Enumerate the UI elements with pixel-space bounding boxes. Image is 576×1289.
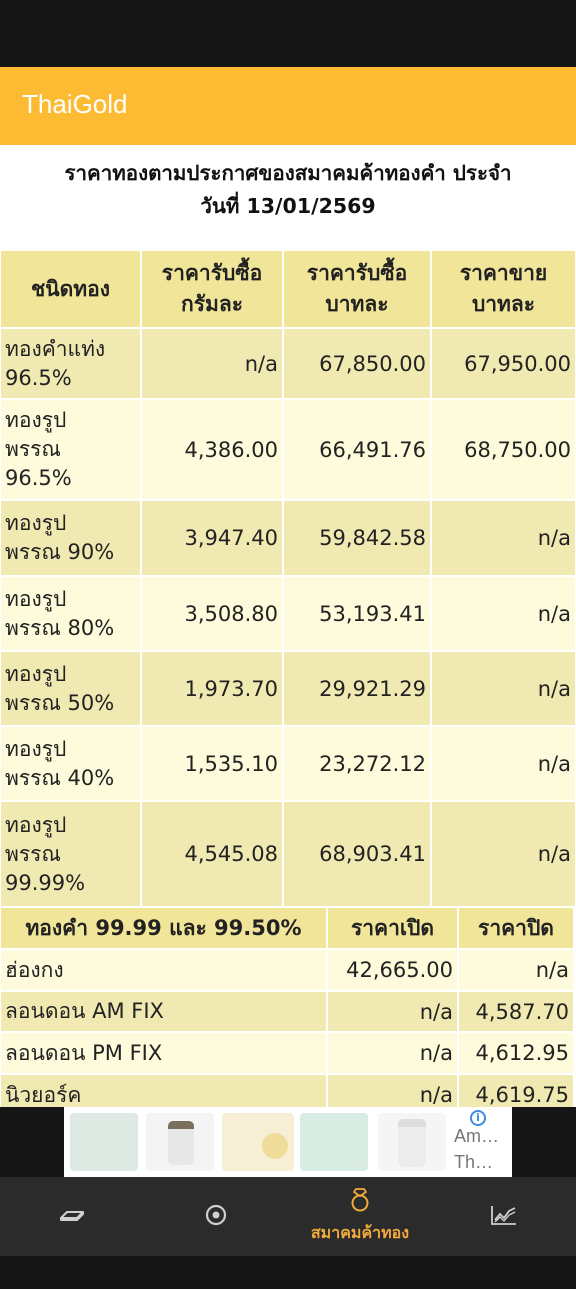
buy-gram-value: 1,973.70 [184, 676, 278, 701]
open-price-value: n/a [419, 999, 453, 1024]
app-bar: ThaiGold [0, 67, 576, 145]
gold-type-name: ทองรูป พรรณ 99.99% [5, 812, 86, 895]
table-row: ทองรูป พรรณ 80% 3,508.80 53,193.41 n/a [0, 576, 576, 651]
gold-price-table: ชนิดทอง ราคารับซื้อ กรัมละ ราคารับซื้อ บ… [0, 250, 576, 1107]
table-row: ทองรูป พรรณ 50% 1,973.70 29,921.29 n/a [0, 651, 576, 726]
sell-baht-value: 67,950.00 [464, 351, 571, 376]
market-name: ลอนดอน PM FIX [5, 1040, 163, 1065]
table-row: ลอนดอน AM FIX n/a 4,587.70 [0, 991, 576, 1032]
status-bar [0, 0, 576, 67]
buy-gram-value: 3,508.80 [184, 601, 278, 626]
buy-gram-value: 1,535.10 [184, 751, 278, 776]
close-price-value: 4,612.95 [475, 1041, 569, 1065]
sell-baht-value: n/a [537, 601, 571, 626]
ad-product-image [378, 1113, 446, 1171]
sell-baht-value: n/a [537, 676, 571, 701]
buy-gram-value: 4,386.00 [184, 437, 278, 462]
world-table-header-row: ทองคำ 99.99 และ 99.50% ราคาเปิด ราคาปิด [0, 907, 576, 949]
table-row: ทองคำแท่ง 96.5% n/a 67,850.00 67,950.00 [0, 328, 576, 399]
table-row: ทองรูป พรรณ 40% 1,535.10 23,272.12 n/a [0, 726, 576, 801]
ad-info-icon[interactable]: i [470, 1110, 486, 1126]
sell-baht-value: n/a [537, 842, 571, 866]
header-sell-per-baht: ราคาขาย บาทละ [432, 251, 575, 327]
heading-line-1: ราคาทองตามประกาศของสมาคมค้าทองคำ ประจำ [64, 161, 512, 185]
heading-line-2: วันที่ 13/01/2569 [200, 194, 376, 218]
ad-product-image [300, 1113, 368, 1171]
buy-baht-value: 59,842.58 [319, 526, 426, 550]
sell-baht-value: n/a [537, 526, 571, 550]
sell-baht-value: n/a [537, 751, 571, 776]
gold-type-name: ทองรูป พรรณ 96.5% [5, 408, 72, 490]
app-title: ThaiGold [22, 89, 128, 119]
buy-baht-value: 29,921.29 [319, 676, 426, 701]
close-price-value: n/a [535, 958, 569, 982]
header-close-price: ราคาปิด [459, 908, 573, 948]
nav-item-gold-bar[interactable] [0, 1177, 144, 1256]
target-icon [204, 1203, 228, 1231]
open-price-value: 42,665.00 [346, 958, 453, 982]
header-buy-per-gram: ราคารับซื้อ กรัมละ [142, 251, 282, 327]
buy-baht-value: 67,850.00 [319, 351, 426, 376]
open-price-value: n/a [419, 1083, 453, 1107]
close-price-value: 4,587.70 [475, 999, 569, 1024]
ad-product-image [222, 1113, 294, 1171]
gold-type-name: ทองรูป พรรณ 80% [5, 586, 115, 640]
nav-label-association: สมาคมค้าทอง [310, 1223, 410, 1242]
buy-baht-value: 53,193.41 [319, 601, 426, 626]
table-row: นิวยอร์ค n/a 4,619.75 [0, 1074, 576, 1107]
buy-baht-value: 23,272.12 [319, 751, 426, 776]
ad-product-image [70, 1113, 138, 1171]
table-row: ทองรูป พรรณ 90% 3,947.40 59,842.58 n/a [0, 500, 576, 576]
ad-banner[interactable]: i Am… Th… [64, 1107, 512, 1177]
gold-bar-icon [58, 1205, 86, 1229]
gold-type-name: ทองรูป พรรณ 90% [5, 511, 115, 564]
sell-baht-value: 68,750.00 [464, 437, 571, 462]
table-row: ฮ่องกง 42,665.00 n/a [0, 949, 576, 991]
buy-gram-value: n/a [244, 351, 278, 376]
ring-icon [349, 1187, 371, 1217]
table-row: ทองรูป พรรณ 99.99% 4,545.08 68,903.41 n/… [0, 801, 576, 907]
market-name: นิวยอร์ค [5, 1082, 82, 1107]
header-buy-per-baht: ราคารับซื้อ บาทละ [284, 251, 430, 327]
nav-item-chart[interactable] [432, 1177, 576, 1256]
header-open-price: ราคาเปิด [328, 908, 457, 948]
gold-type-name: ทองรูป พรรณ 40% [5, 736, 115, 790]
ad-text: Am… Th… [454, 1126, 499, 1172]
close-price-value: 4,619.75 [475, 1083, 569, 1107]
gold-type-name: ทองคำแท่ง 96.5% [5, 336, 106, 390]
buy-baht-value: 66,491.76 [319, 437, 426, 462]
header-world-gold: ทองคำ 99.99 และ 99.50% [1, 908, 326, 948]
header-gold-type: ชนิดทอง [1, 251, 140, 327]
buy-gram-value: 4,545.08 [184, 842, 278, 866]
page-heading: ราคาทองตามประกาศของสมาคมค้าทองคำ ประจำ ว… [0, 145, 576, 250]
ad-product-image [146, 1113, 214, 1171]
buy-gram-value: 3,947.40 [184, 526, 278, 550]
table-row: ลอนดอน PM FIX n/a 4,612.95 [0, 1032, 576, 1074]
gold-type-name: ทองรูป พรรณ 50% [5, 661, 115, 715]
market-name: ลอนดอน AM FIX [5, 999, 164, 1023]
bottom-navigation: สมาคมค้าทอง [0, 1177, 576, 1256]
main-content[interactable]: ราคาทองตามประกาศของสมาคมค้าทองคำ ประจำ ว… [0, 145, 576, 1107]
table-header-row: ชนิดทอง ราคารับซื้อ กรัมละ ราคารับซื้อ บ… [0, 250, 576, 328]
market-name: ฮ่องกง [5, 957, 64, 982]
buy-baht-value: 68,903.41 [319, 842, 426, 866]
nav-item-association[interactable]: สมาคมค้าทอง [288, 1177, 432, 1256]
nav-item-target[interactable] [144, 1177, 288, 1256]
system-navigation-bar [0, 1256, 576, 1289]
table-row: ทองรูป พรรณ 96.5% 4,386.00 66,491.76 68,… [0, 399, 576, 500]
open-price-value: n/a [419, 1041, 453, 1065]
chart-line-icon [490, 1204, 518, 1230]
